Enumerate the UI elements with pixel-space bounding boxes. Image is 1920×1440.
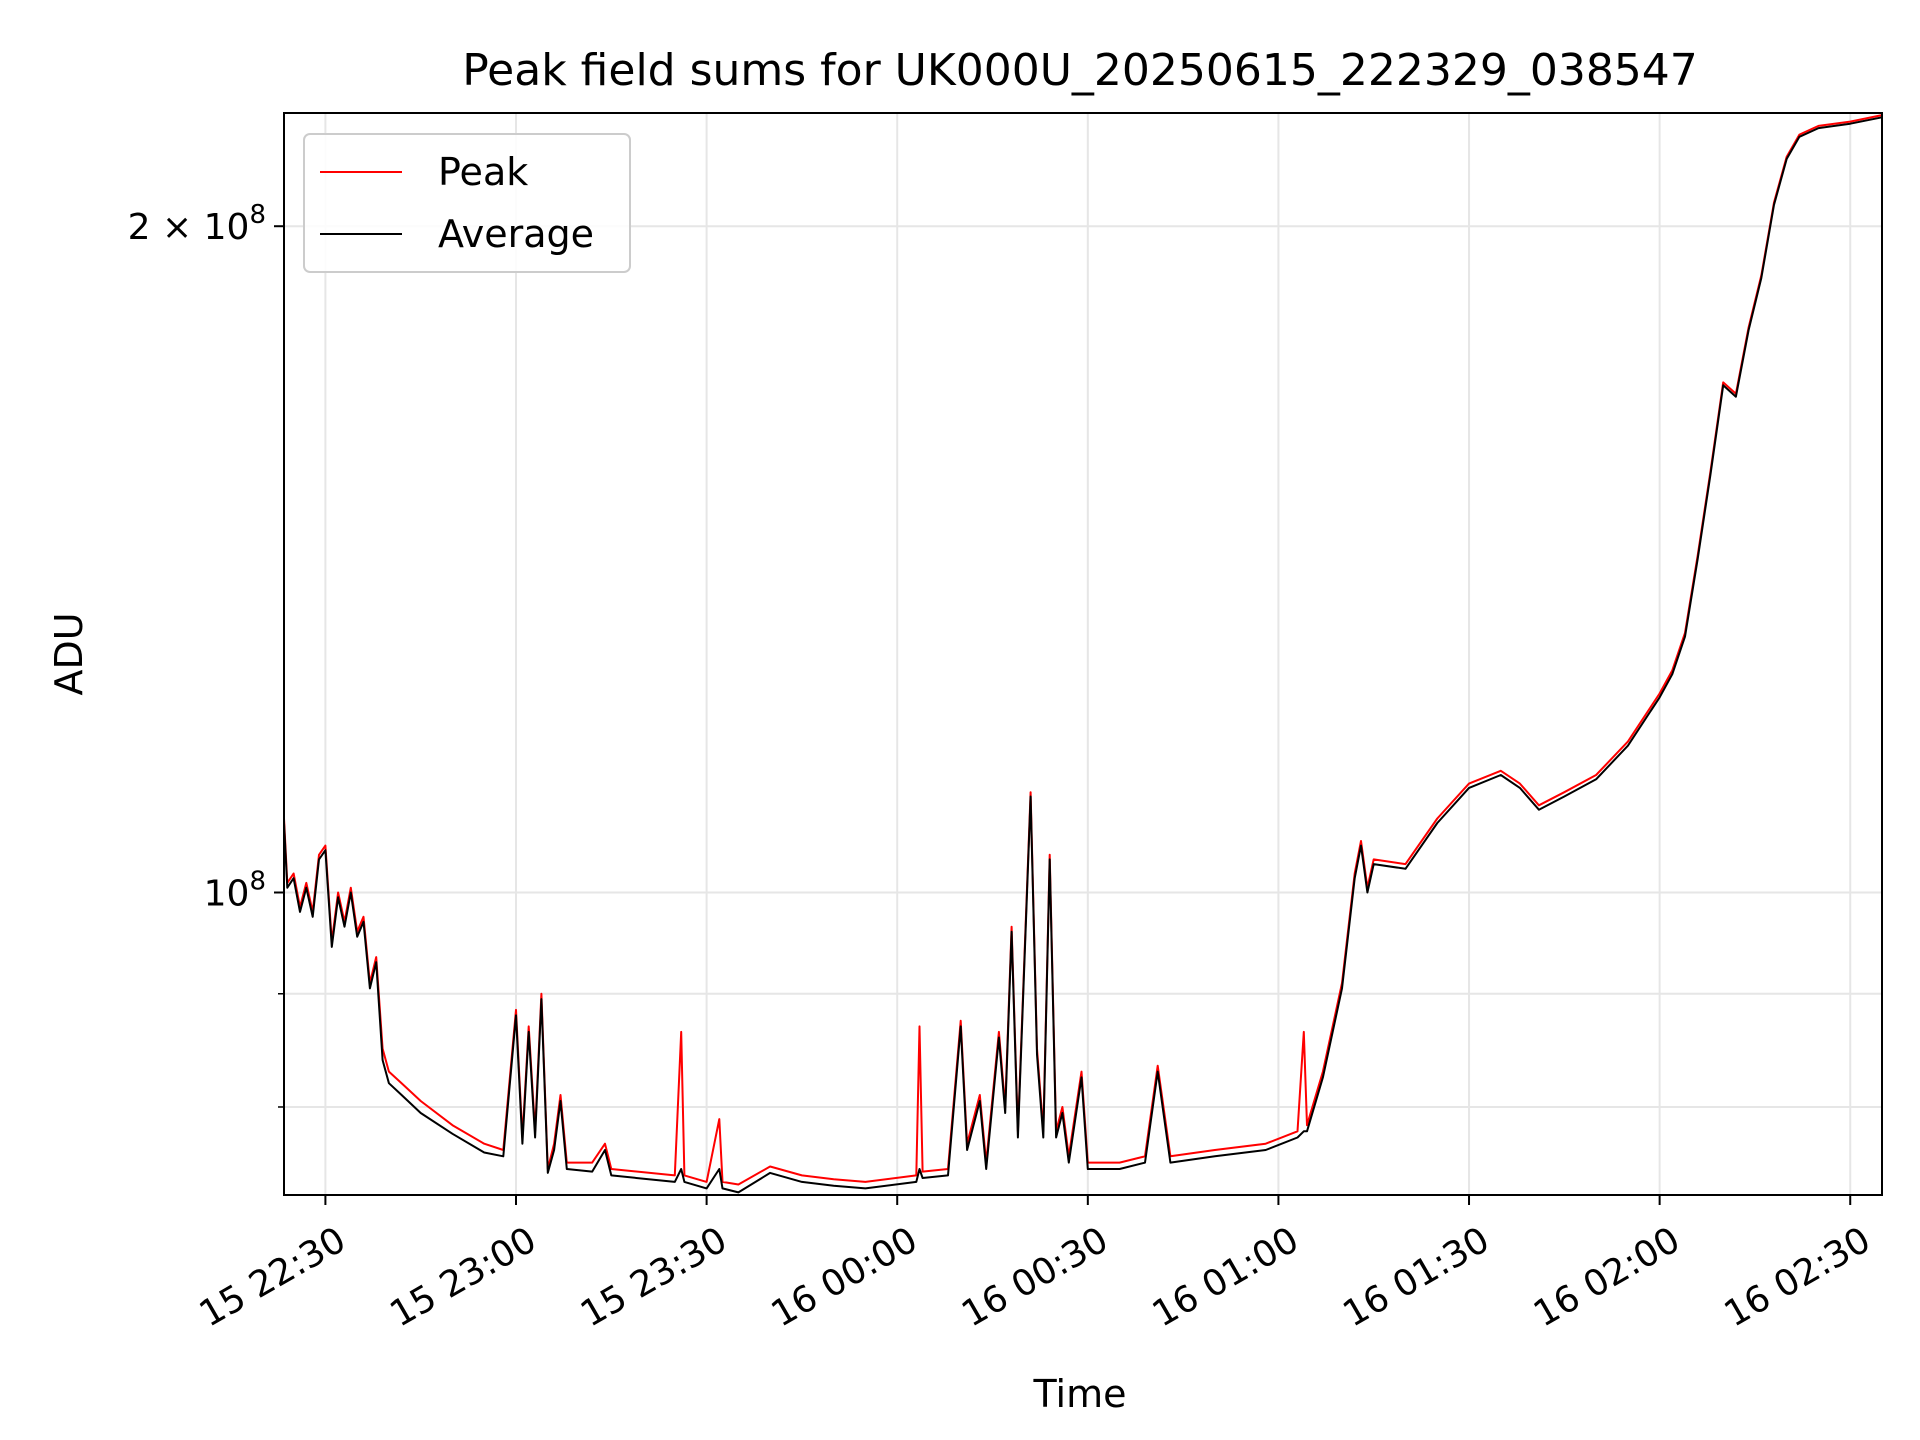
- y-tick-label: 2 × 108: [128, 200, 266, 248]
- legend-label: Peak: [438, 150, 528, 194]
- chart-title: Peak field sums for UK000U_20250615_2223…: [462, 45, 1698, 96]
- legend-box: [303, 133, 631, 273]
- y-tick-label-mult: 2 ×: [128, 207, 204, 248]
- y-tick-label-base: 10: [204, 207, 250, 248]
- plot-area-frame: [283, 112, 1883, 1196]
- legend-label: Average: [438, 212, 594, 256]
- x-axis-label: Time: [1033, 1372, 1127, 1416]
- series-line-average: [283, 116, 1883, 1194]
- y-tick-label: 108: [204, 866, 266, 914]
- legend: Peak Average: [303, 133, 631, 273]
- y-tick-label-exp: 8: [249, 866, 266, 896]
- series-lines: [283, 114, 1883, 1194]
- y-tick-label-base: 10: [204, 873, 250, 914]
- y-axis-label: ADU: [47, 612, 91, 695]
- y-tick-label-exp: 8: [249, 200, 266, 230]
